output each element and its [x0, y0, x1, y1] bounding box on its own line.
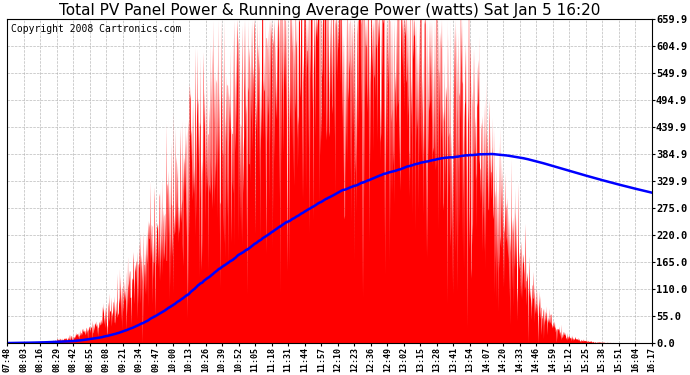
Title: Total PV Panel Power & Running Average Power (watts) Sat Jan 5 16:20: Total PV Panel Power & Running Average P… [59, 3, 600, 18]
Text: Copyright 2008 Cartronics.com: Copyright 2008 Cartronics.com [10, 24, 181, 34]
